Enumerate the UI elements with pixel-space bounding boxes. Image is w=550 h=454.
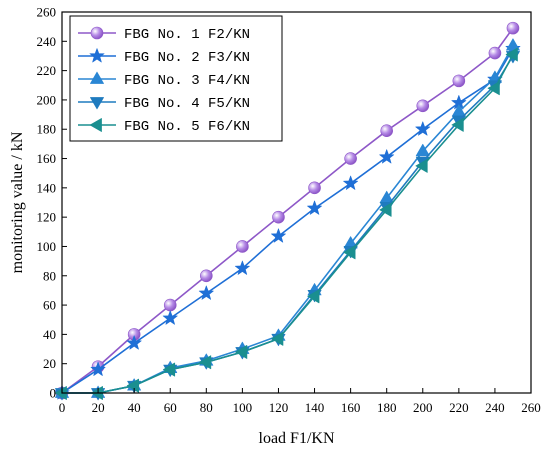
- y-tick-label: 120: [37, 210, 57, 225]
- series-5-point: [415, 158, 428, 173]
- series-5-point: [235, 345, 248, 359]
- legend-marker: [89, 118, 102, 132]
- series-2-point: [234, 260, 250, 275]
- y-tick-label: 20: [43, 356, 56, 371]
- x-tick-label: 120: [269, 400, 289, 415]
- series-1-point: [380, 124, 393, 137]
- legend-marker: [90, 26, 104, 40]
- x-tick-label: 60: [164, 400, 177, 415]
- y-tick-label: 220: [37, 63, 57, 78]
- x-tick-label: 160: [341, 400, 361, 415]
- series-1-point: [308, 181, 321, 195]
- legend-label: FBG No. 2 F3/KN: [124, 50, 250, 66]
- series-1-line: [61, 27, 514, 394]
- series-2-point: [415, 121, 431, 136]
- y-tick-label: 40: [43, 327, 56, 342]
- series-2-point: [343, 175, 359, 190]
- legend-label: FBG No. 5 F6/KN: [124, 119, 250, 135]
- x-tick-label: 140: [305, 400, 325, 415]
- y-tick-label: 260: [37, 5, 57, 20]
- x-axis-title: load F1/KN: [259, 430, 335, 447]
- axes-layer: 0 20 40 60 80 100 120 140 160 180 200 220 240 260 0 20 4…: [37, 5, 541, 416]
- series-1-point: [163, 298, 177, 312]
- y-tick-label: 100: [37, 239, 57, 254]
- series-2-point: [379, 149, 395, 164]
- legend: FBG No. 1 F2/KN FBG No. 2 F3/KN FBG No. 3 …: [69, 15, 283, 142]
- x-tick-label: 40: [128, 400, 141, 415]
- x-tick-label: 20: [92, 400, 105, 415]
- x-tick-label: 220: [449, 400, 469, 415]
- x-tick-label: 200: [413, 400, 433, 415]
- x-tick-label: 180: [377, 400, 397, 415]
- series-2-point: [307, 200, 322, 215]
- series-5-point: [451, 117, 464, 132]
- legend-marker: [90, 97, 104, 110]
- series-5-point: [505, 47, 518, 62]
- series-3-point: [415, 143, 430, 157]
- x-tick-label: 80: [200, 400, 213, 415]
- series-5-point: [126, 378, 139, 393]
- series-1-point: [200, 269, 213, 283]
- series-5-point: [271, 331, 284, 346]
- series-5-line: [62, 54, 514, 394]
- series-5-point: [487, 81, 500, 96]
- x-tick-label: 0: [59, 400, 66, 415]
- y-tick-label: 160: [37, 151, 57, 166]
- y-tick-label: 200: [37, 92, 57, 107]
- series-1-point: [272, 210, 285, 224]
- legend-marker: [89, 48, 105, 63]
- y-tick-label: 80: [43, 268, 56, 283]
- y-tick-label: 180: [37, 122, 57, 137]
- series-2-line: [61, 48, 514, 394]
- plot-frame: [61, 11, 532, 394]
- series-2-point: [271, 228, 286, 243]
- y-tick-label: 60: [43, 298, 56, 313]
- series-1-point: [506, 21, 520, 35]
- series-2-point: [198, 285, 214, 300]
- y-tick-label: 140: [37, 180, 57, 195]
- y-axis-title: monitoring value / kN: [9, 131, 26, 273]
- series-5-point: [379, 202, 392, 217]
- x-tick-label: 260: [521, 400, 541, 415]
- legend-label: FBG No. 3 F4/KN: [124, 73, 250, 89]
- legend-label: FBG No. 1 F2/KN: [124, 27, 250, 43]
- y-tick-label: 240: [37, 34, 57, 49]
- y-tick-label: 0: [50, 386, 57, 401]
- series-1-point: [416, 99, 430, 113]
- series-5-point: [343, 245, 356, 260]
- x-tick-label: 100: [233, 400, 253, 415]
- series-1-point: [488, 46, 502, 60]
- series-1-point: [452, 74, 466, 88]
- legend-marker: [90, 71, 104, 84]
- series-5-point: [199, 355, 212, 370]
- series-1-point: [344, 152, 357, 165]
- legend-label: FBG No. 4 F5/KN: [124, 96, 250, 112]
- series-2-point: [162, 310, 178, 325]
- series-5-point: [307, 289, 320, 304]
- series-1-point: [236, 240, 249, 253]
- x-tick-label: 240: [485, 400, 505, 415]
- series-5-point: [162, 362, 176, 377]
- series-2-point: [90, 361, 106, 376]
- series-2-point: [126, 335, 142, 350]
- series-layer: [54, 21, 521, 401]
